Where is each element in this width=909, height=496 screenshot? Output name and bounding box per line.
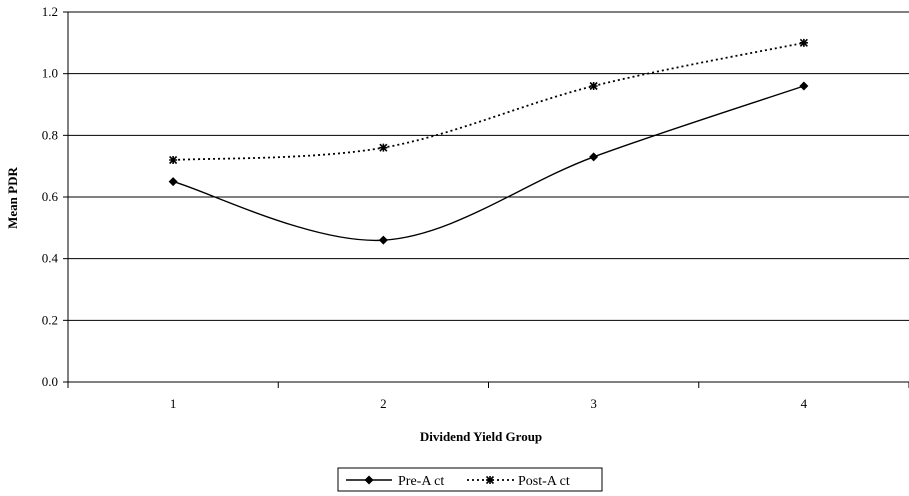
x-tick-label: 2 bbox=[380, 396, 387, 411]
data-point bbox=[799, 81, 809, 91]
y-tick-label: 0.0 bbox=[42, 374, 58, 389]
legend-marker-1 bbox=[364, 475, 374, 485]
y-axis-title: Mean PDR bbox=[5, 167, 20, 229]
y-tick-label: 0.6 bbox=[42, 189, 59, 204]
y-tick-label: 0.2 bbox=[42, 312, 58, 327]
x-tick-label: 1 bbox=[170, 396, 177, 411]
y-tick-label: 1.0 bbox=[42, 66, 58, 81]
legend-label-1: Pre-A ct bbox=[398, 474, 444, 489]
data-point bbox=[589, 81, 598, 91]
legend-marker-2 bbox=[485, 475, 495, 485]
x-axis-title: Dividend Yield Group bbox=[420, 429, 542, 444]
series-markers bbox=[168, 38, 809, 245]
gridlines bbox=[68, 11, 909, 321]
data-point bbox=[799, 38, 808, 47]
legend-label-2: Post-A ct bbox=[518, 474, 570, 489]
legend: Pre-A ct Post-A ct bbox=[337, 467, 603, 492]
axes bbox=[63, 11, 909, 388]
data-point bbox=[169, 155, 178, 165]
data-point bbox=[379, 143, 388, 152]
data-point bbox=[378, 235, 388, 245]
data-point bbox=[168, 177, 178, 187]
x-tick-label: 4 bbox=[801, 396, 808, 411]
y-tick-label: 1.2 bbox=[42, 4, 58, 19]
series-lines bbox=[172, 41, 805, 241]
tick-labels: 0.0 0.2 0.4 0.6 0.8 1.0 1.2 1 2 3 4 bbox=[42, 4, 808, 411]
y-tick-label: 0.8 bbox=[42, 127, 58, 142]
series-line-2 bbox=[173, 41, 805, 161]
series-line-1 bbox=[172, 85, 805, 241]
y-tick-label: 0.4 bbox=[42, 251, 59, 266]
legend-box bbox=[337, 467, 603, 492]
data-point bbox=[589, 152, 599, 162]
x-tick-label: 3 bbox=[590, 396, 597, 411]
